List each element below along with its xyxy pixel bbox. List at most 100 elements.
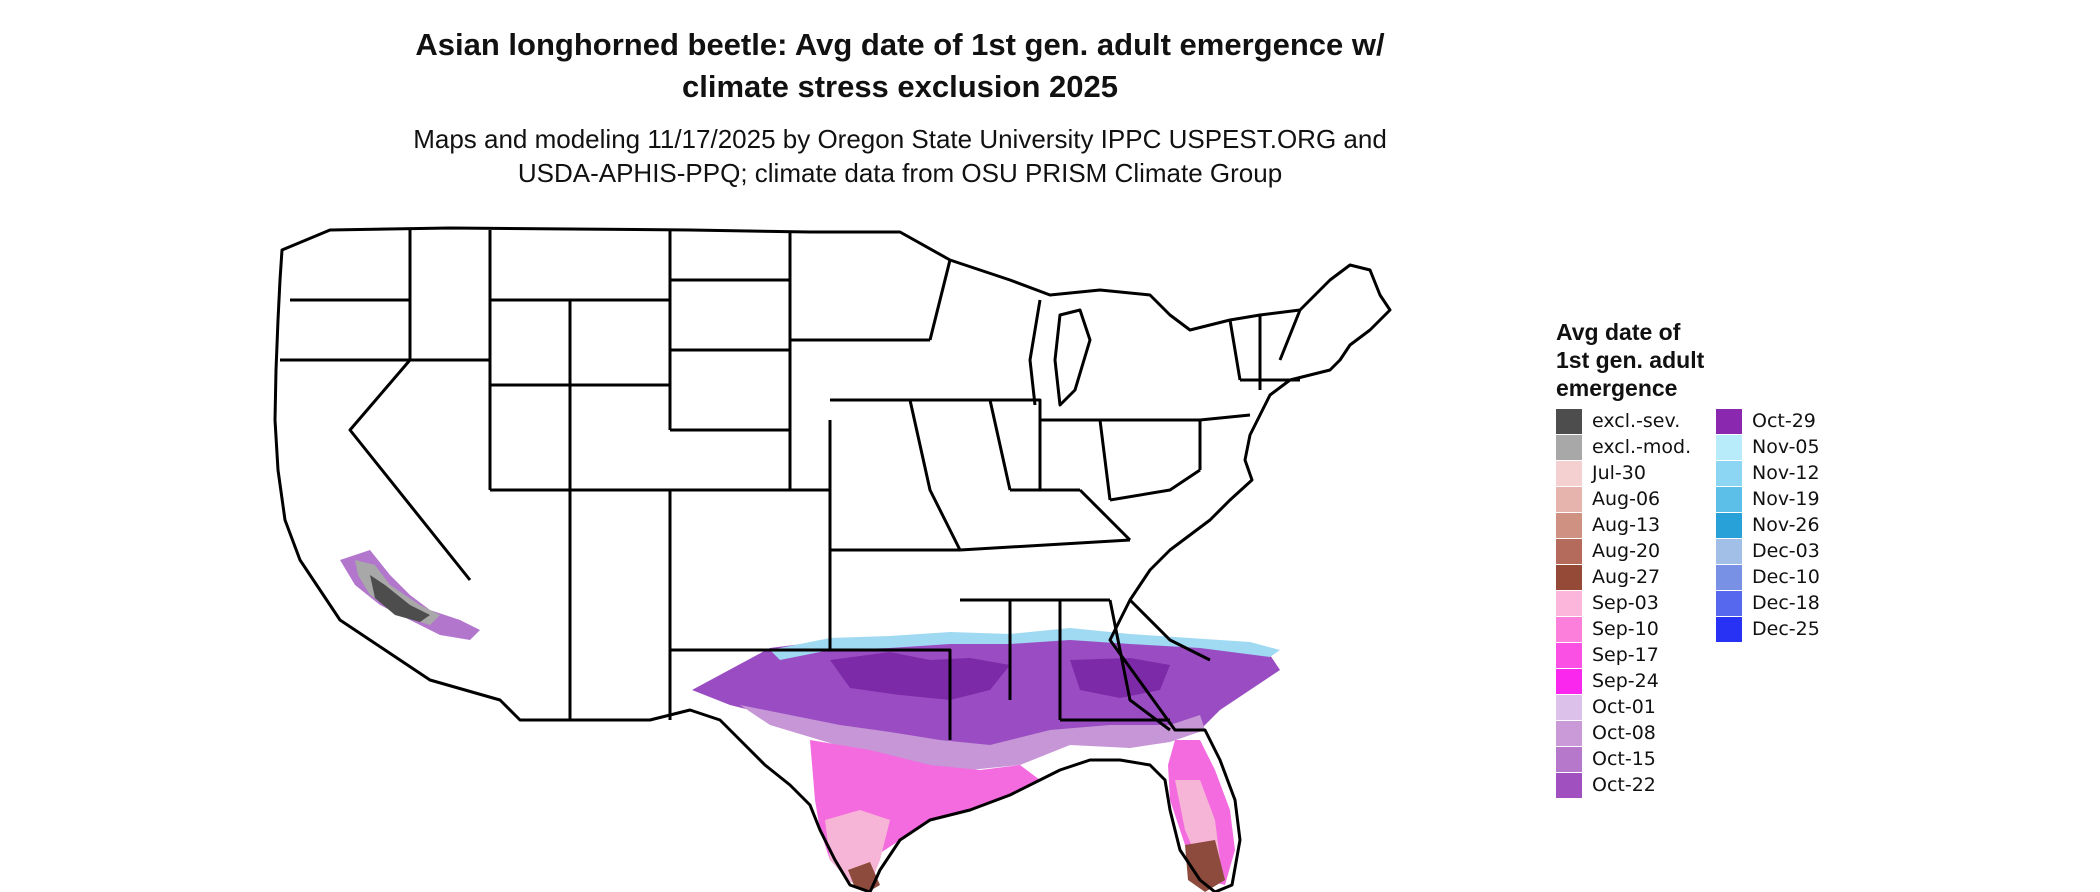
legend-label: Aug-06 xyxy=(1592,488,1661,510)
lilac-coastal-band xyxy=(740,705,1205,770)
legend-label: Dec-18 xyxy=(1752,592,1820,614)
legend-label: Oct-01 xyxy=(1592,696,1656,718)
map-title-line-1: Asian longhorned beetle: Avg date of 1st… xyxy=(415,27,1385,62)
legend-label: Aug-13 xyxy=(1592,514,1661,536)
legend-label: Sep-03 xyxy=(1592,592,1659,614)
legend-item: Sep-03 xyxy=(1556,590,1756,616)
map-title: Asian longhorned beetle: Avg date of 1st… xyxy=(340,24,1460,108)
legend-swatch xyxy=(1716,591,1742,616)
dark-purple-patch xyxy=(830,652,1010,700)
legend-title: Avg date of 1st gen. adult emergence xyxy=(1556,318,1756,402)
map-title-line-2: climate stress exclusion 2025 xyxy=(682,69,1118,104)
legend-label: Nov-05 xyxy=(1752,436,1820,458)
legend-label: Nov-26 xyxy=(1752,514,1820,536)
legend-swatch xyxy=(1716,539,1742,564)
legend-column-1: excl.-sev. excl.-mod. Jul-30 Aug-06 Aug-13 Au… xyxy=(1556,408,1756,798)
legend-item: Nov-26 xyxy=(1716,512,1916,538)
legend-swatch xyxy=(1556,539,1582,564)
legend-swatch xyxy=(1556,513,1582,538)
state-line xyxy=(1228,319,1242,381)
legend-item: Oct-29 xyxy=(1716,408,1916,434)
state-line xyxy=(1078,488,1132,542)
legend-title-line-2: 1st gen. adult xyxy=(1556,347,1705,373)
state-line xyxy=(928,259,952,341)
legend-label: excl.-mod. xyxy=(1592,436,1692,458)
legend-swatch xyxy=(1556,695,1582,720)
legend-item: Oct-15 xyxy=(1556,746,1756,772)
legend-label: Oct-15 xyxy=(1592,748,1656,770)
legend-label: Sep-10 xyxy=(1592,618,1659,640)
legend-label: Dec-25 xyxy=(1752,618,1820,640)
legend-title-line-1: Avg date of xyxy=(1556,319,1681,345)
legend-item: Sep-24 xyxy=(1556,668,1756,694)
state-line xyxy=(1109,468,1201,502)
legend-swatch xyxy=(1716,409,1742,434)
state-line xyxy=(1278,309,1302,361)
legend-swatch xyxy=(1716,487,1742,512)
legend-item: Nov-19 xyxy=(1716,486,1916,512)
us-map xyxy=(273,226,1392,892)
legend-label: Aug-20 xyxy=(1592,540,1661,562)
legend-label: Oct-22 xyxy=(1592,774,1656,796)
legend-item: Jul-30 xyxy=(1556,460,1756,486)
legend-label: excl.-sev. xyxy=(1592,410,1681,432)
map-subtitle: Maps and modeling 11/17/2025 by Oregon S… xyxy=(340,122,1460,190)
legend-item: excl.-sev. xyxy=(1556,408,1756,434)
legend-label: Sep-17 xyxy=(1592,644,1659,666)
legend-label: Nov-12 xyxy=(1752,462,1820,484)
legend-item: excl.-mod. xyxy=(1556,434,1756,460)
florida-brown-tip xyxy=(1185,840,1225,892)
state-line xyxy=(990,398,1042,490)
legend-swatch xyxy=(1716,565,1742,590)
state-line xyxy=(830,648,952,740)
legend-title-line-3: emergence xyxy=(1556,375,1678,401)
legend-item: Oct-08 xyxy=(1556,720,1756,746)
state-line xyxy=(1128,598,1211,662)
light-pink-south-texas xyxy=(825,810,890,885)
state-line xyxy=(1199,413,1251,422)
legend-item: Oct-22 xyxy=(1556,772,1756,798)
legend-swatch xyxy=(1716,617,1742,642)
legend-swatch xyxy=(1716,461,1742,486)
state-line xyxy=(959,538,1131,552)
north-fringe-blue xyxy=(770,628,1280,660)
state-line xyxy=(348,230,472,581)
legend-item: Sep-17 xyxy=(1556,642,1756,668)
legend-item: Aug-20 xyxy=(1556,538,1756,564)
legend-swatch xyxy=(1556,435,1582,460)
legend-label: Jul-30 xyxy=(1592,462,1646,484)
legend: Avg date of 1st gen. adult emergence exc… xyxy=(1556,318,2016,798)
state-line xyxy=(1040,418,1112,501)
map-subtitle-line-1: Maps and modeling 11/17/2025 by Oregon S… xyxy=(413,124,1387,154)
state-borders xyxy=(273,226,1392,892)
excluded-severe-desert xyxy=(370,575,430,622)
legend-swatch xyxy=(1556,747,1582,772)
legend-label: Sep-24 xyxy=(1592,670,1659,692)
michigan-outline xyxy=(1053,308,1092,407)
map-subtitle-line-2: USDA-APHIS-PPQ; climate data from OSU PR… xyxy=(517,158,1283,188)
legend-item: Oct-01 xyxy=(1556,694,1756,720)
legend-label: Dec-03 xyxy=(1752,540,1820,562)
excluded-moderate-desert xyxy=(355,560,440,625)
legend-item: Aug-13 xyxy=(1556,512,1756,538)
legend-column-2: Oct-29 Nov-05 Nov-12 Nov-19 Nov-26 Dec-03 Dec-… xyxy=(1716,408,1916,642)
lake-michigan xyxy=(1028,299,1042,406)
legend-label: Aug-27 xyxy=(1592,566,1661,588)
legend-item: Dec-25 xyxy=(1716,616,1916,642)
legend-label: Nov-19 xyxy=(1752,488,1820,510)
legend-swatch xyxy=(1556,409,1582,434)
legend-swatch xyxy=(1556,773,1582,798)
legend-item: Nov-05 xyxy=(1716,434,1916,460)
legend-item: Nov-12 xyxy=(1716,460,1916,486)
legend-item: Dec-18 xyxy=(1716,590,1916,616)
legend-item: Sep-10 xyxy=(1556,616,1756,642)
state-line xyxy=(1100,418,1202,470)
legend-swatch xyxy=(1556,487,1582,512)
state-line xyxy=(930,398,1012,491)
legend-swatch xyxy=(1716,435,1742,460)
legend-swatch xyxy=(1556,721,1582,746)
legend-swatch xyxy=(1556,461,1582,486)
legend-label: Oct-29 xyxy=(1752,410,1816,432)
legend-label: Oct-08 xyxy=(1592,722,1656,744)
state-line xyxy=(410,230,492,362)
